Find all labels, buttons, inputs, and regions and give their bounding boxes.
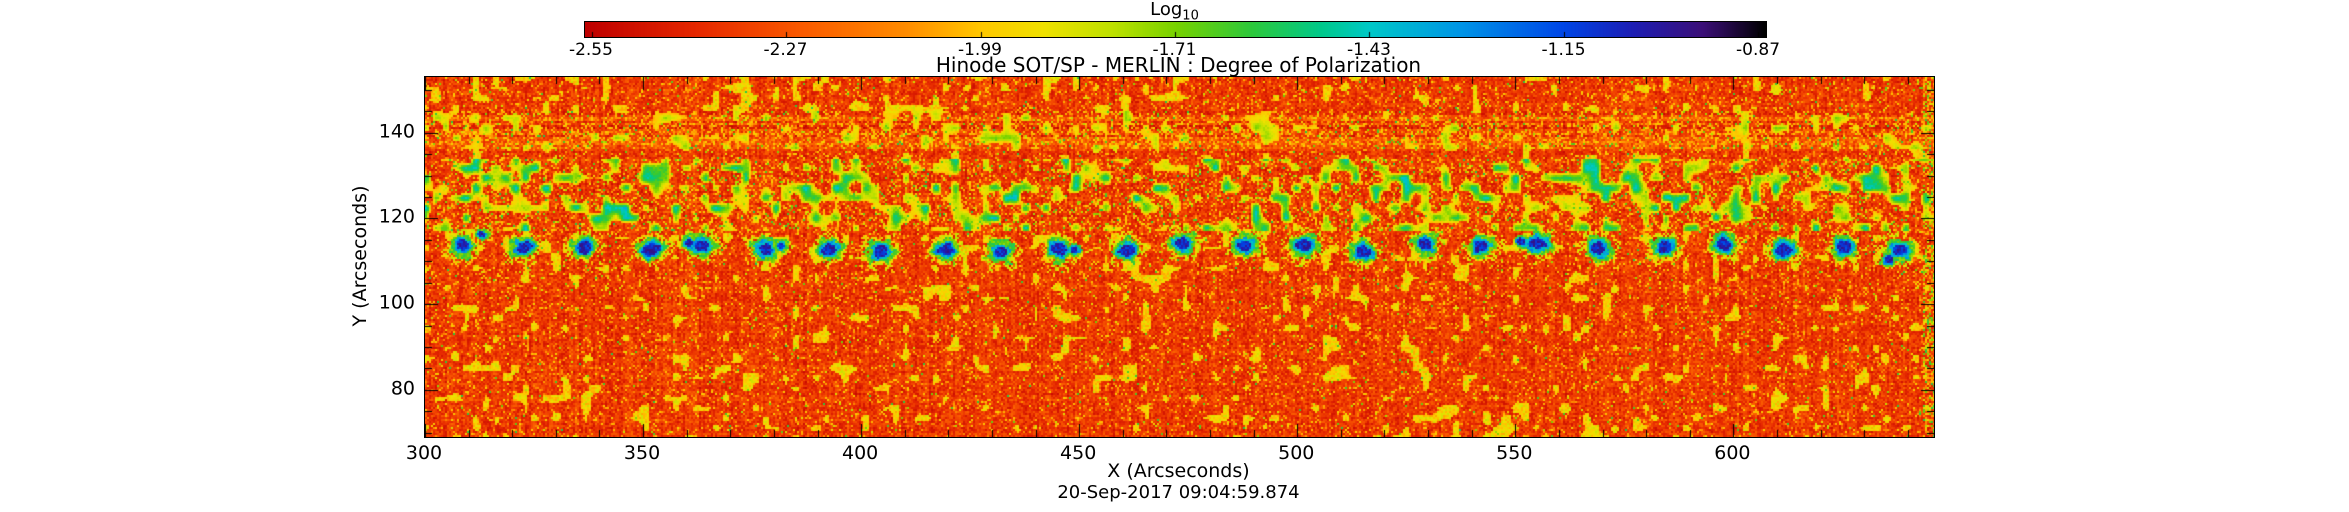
heatmap-image bbox=[424, 76, 1935, 438]
x-tick-label: 550 bbox=[1496, 442, 1533, 464]
x-axis-label: X (Arcseconds) bbox=[1107, 460, 1250, 482]
x-tick-label: 500 bbox=[1278, 442, 1315, 464]
x-tick-label: 600 bbox=[1714, 442, 1751, 464]
y-tick-label: 100 bbox=[378, 291, 415, 314]
y-tick-label: 80 bbox=[390, 377, 415, 400]
timestamp-label: 20-Sep-2017 09:04:59.874 bbox=[1057, 482, 1300, 503]
x-tick-label: 350 bbox=[623, 442, 661, 464]
colorbar-tick-label: -2.27 bbox=[763, 40, 808, 60]
colorbar-title-text: Log bbox=[1150, 0, 1183, 20]
colorbar-title-sub: 10 bbox=[1182, 8, 1199, 24]
y-tick-label: 140 bbox=[378, 120, 415, 143]
colorbar-gradient bbox=[584, 21, 1767, 38]
x-tick-label: 300 bbox=[405, 442, 443, 464]
x-tick-label: 450 bbox=[1060, 442, 1097, 464]
x-tick-label: 400 bbox=[841, 442, 879, 464]
colorbar-tick-label: -2.55 bbox=[568, 40, 613, 60]
colorbar-tick-label: -1.99 bbox=[957, 40, 1002, 60]
colorbar-tick-label: -0.87 bbox=[1736, 40, 1781, 60]
colorbar-title: Log10 bbox=[584, 0, 1765, 24]
colorbar-tick-label: -1.43 bbox=[1347, 40, 1392, 60]
colorbar-tick-label: -1.71 bbox=[1152, 40, 1197, 60]
colorbar-tick-label: -1.15 bbox=[1541, 40, 1586, 60]
plot-title: Hinode SOT/SP - MERLIN : Degree of Polar… bbox=[935, 53, 1422, 77]
y-tick-label: 120 bbox=[378, 205, 415, 228]
